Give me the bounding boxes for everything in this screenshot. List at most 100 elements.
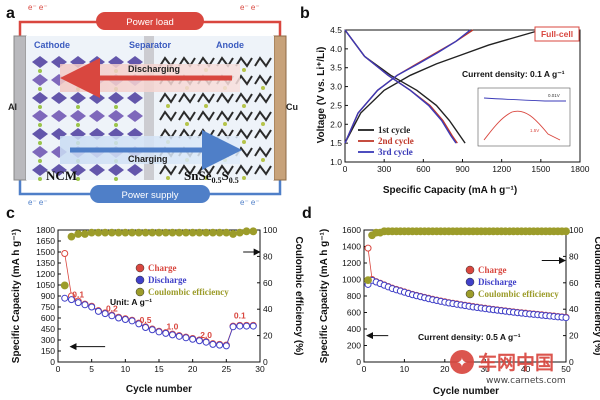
- power-supply-label: Power supply: [121, 190, 178, 201]
- discharge-point: [121, 315, 129, 323]
- lithium-ion: [38, 141, 42, 145]
- anode-chain: [159, 128, 177, 140]
- anode-chain: [254, 74, 272, 86]
- x-tick-label: 0: [343, 164, 348, 174]
- cathode-octahedron: [108, 164, 124, 176]
- discharge-point: [148, 326, 156, 334]
- anode-chain: [197, 56, 215, 68]
- y-tick-label: 4.5: [330, 25, 342, 35]
- panel-b-ylabel: Voltage (V vs. Li⁺/Li): [316, 47, 327, 144]
- cathode-octahedron: [70, 110, 86, 122]
- anode-chain: [178, 110, 196, 122]
- discharge-point: [189, 335, 197, 343]
- coulombic-efficiency-point: [94, 228, 103, 237]
- discharge-point: [108, 312, 116, 320]
- discharge-point: [67, 296, 75, 304]
- lithium-ion: [114, 123, 118, 127]
- discharge-point: [209, 340, 217, 348]
- series-3-discharge-line: [344, 29, 457, 144]
- coulombic-efficiency-point: [202, 228, 211, 237]
- coulombic-efficiency-point: [242, 227, 251, 236]
- coulombic-efficiency-point: [161, 228, 170, 237]
- y2-tick-label: 40: [263, 304, 273, 314]
- panel-d-y2label: Coulombic efficiency (%): [592, 237, 600, 356]
- lithium-ion: [204, 176, 208, 180]
- y2-tick-label: 80: [569, 251, 579, 261]
- anode-chain: [216, 92, 234, 104]
- watermark-logo-glyph: ✦: [457, 356, 468, 371]
- series-1-charge-line: [344, 29, 541, 144]
- charging-label: Charging: [128, 154, 168, 164]
- anode-chain: [159, 110, 177, 122]
- snses-label: SnSe0.5S0.5: [184, 168, 239, 185]
- lithium-ion: [38, 177, 42, 181]
- x-tick-label: 15: [154, 364, 164, 374]
- charge-point: [61, 249, 69, 257]
- x-tick-label: 10: [121, 364, 131, 374]
- cathode-octahedron: [127, 92, 143, 104]
- y-tick-label: 900: [41, 291, 55, 301]
- coulombic-efficiency-point: [364, 276, 372, 285]
- watermark-logo-icon: [450, 350, 474, 374]
- cathode-label: Cathode: [34, 40, 70, 50]
- y-tick-label: 1000: [342, 275, 361, 285]
- coulombic-efficiency-point: [74, 230, 83, 238]
- lithium-ion: [114, 177, 118, 181]
- x-tick-label: 5: [89, 364, 94, 374]
- y-tick-label: 800: [347, 291, 361, 301]
- coulombic-efficiency-point: [175, 228, 184, 237]
- anode-chain: [254, 146, 272, 158]
- legend-marker-3: [135, 287, 145, 297]
- cathode-octahedron: [32, 74, 48, 86]
- discharge-point: [168, 331, 176, 339]
- y-tick-label: 0: [50, 357, 55, 367]
- inset-curve-red: [483, 110, 561, 141]
- separator-membrane: [144, 36, 154, 180]
- full-cell-badge-text: Full-cell: [541, 29, 573, 39]
- discharge-point: [202, 338, 210, 346]
- anode-label: Anode: [216, 40, 244, 50]
- y-tick-label: 450: [41, 324, 55, 334]
- x-tick-label: 20: [440, 364, 450, 374]
- coulombic-efficiency-point: [121, 228, 130, 237]
- anode-chain: [235, 110, 253, 122]
- y-tick-label: 1.0: [330, 157, 342, 167]
- discharge-point: [81, 301, 89, 309]
- lithium-ion: [76, 105, 80, 109]
- x-tick-label: 50: [561, 364, 571, 374]
- rate-label: 1.0: [167, 322, 179, 332]
- power-load-badge: [96, 12, 204, 30]
- anode-chain: [197, 110, 215, 122]
- rate-label: 0.2: [106, 303, 118, 313]
- lithium-ion: [261, 158, 265, 162]
- lithium-ion: [223, 122, 227, 126]
- legend-label-3: 3rd cycle: [378, 147, 413, 157]
- panel-c-y2label: Coulombic efficiency (%): [293, 237, 304, 356]
- y-tick-label: 150: [41, 346, 55, 356]
- y-tick-label: 4.0: [330, 44, 342, 54]
- anode-chain: [235, 56, 253, 68]
- rate-label: 2.0: [200, 330, 212, 340]
- rate-label: 0.1: [72, 289, 84, 299]
- coulombic-efficiency-point: [195, 228, 204, 237]
- legend-marker-1: [465, 265, 475, 275]
- cu-label: Cu: [286, 102, 298, 112]
- anode-chain: [216, 56, 234, 68]
- legend-marker-2: [465, 277, 475, 287]
- cathode-octahedron: [108, 110, 124, 122]
- y-tick-label: 300: [41, 335, 55, 345]
- cathode-octahedron: [32, 164, 48, 176]
- panel-d-xlabel: Cycle number: [433, 386, 499, 397]
- anode-chain: [254, 164, 272, 176]
- y-tick-label: 3.0: [330, 82, 342, 92]
- anode-chain: [216, 164, 234, 176]
- x-tick-label: 25: [222, 364, 232, 374]
- lithium-ion: [76, 177, 80, 181]
- panel-c-letter: c: [6, 205, 15, 222]
- discharge-point: [249, 322, 257, 330]
- anode-chain: [197, 164, 215, 176]
- lithium-ion: [38, 123, 42, 127]
- lithium-ion: [166, 176, 170, 180]
- panel-d-ylabel: Specific Capacity (mA h g⁻¹): [319, 229, 330, 363]
- lithium-ion: [38, 159, 42, 163]
